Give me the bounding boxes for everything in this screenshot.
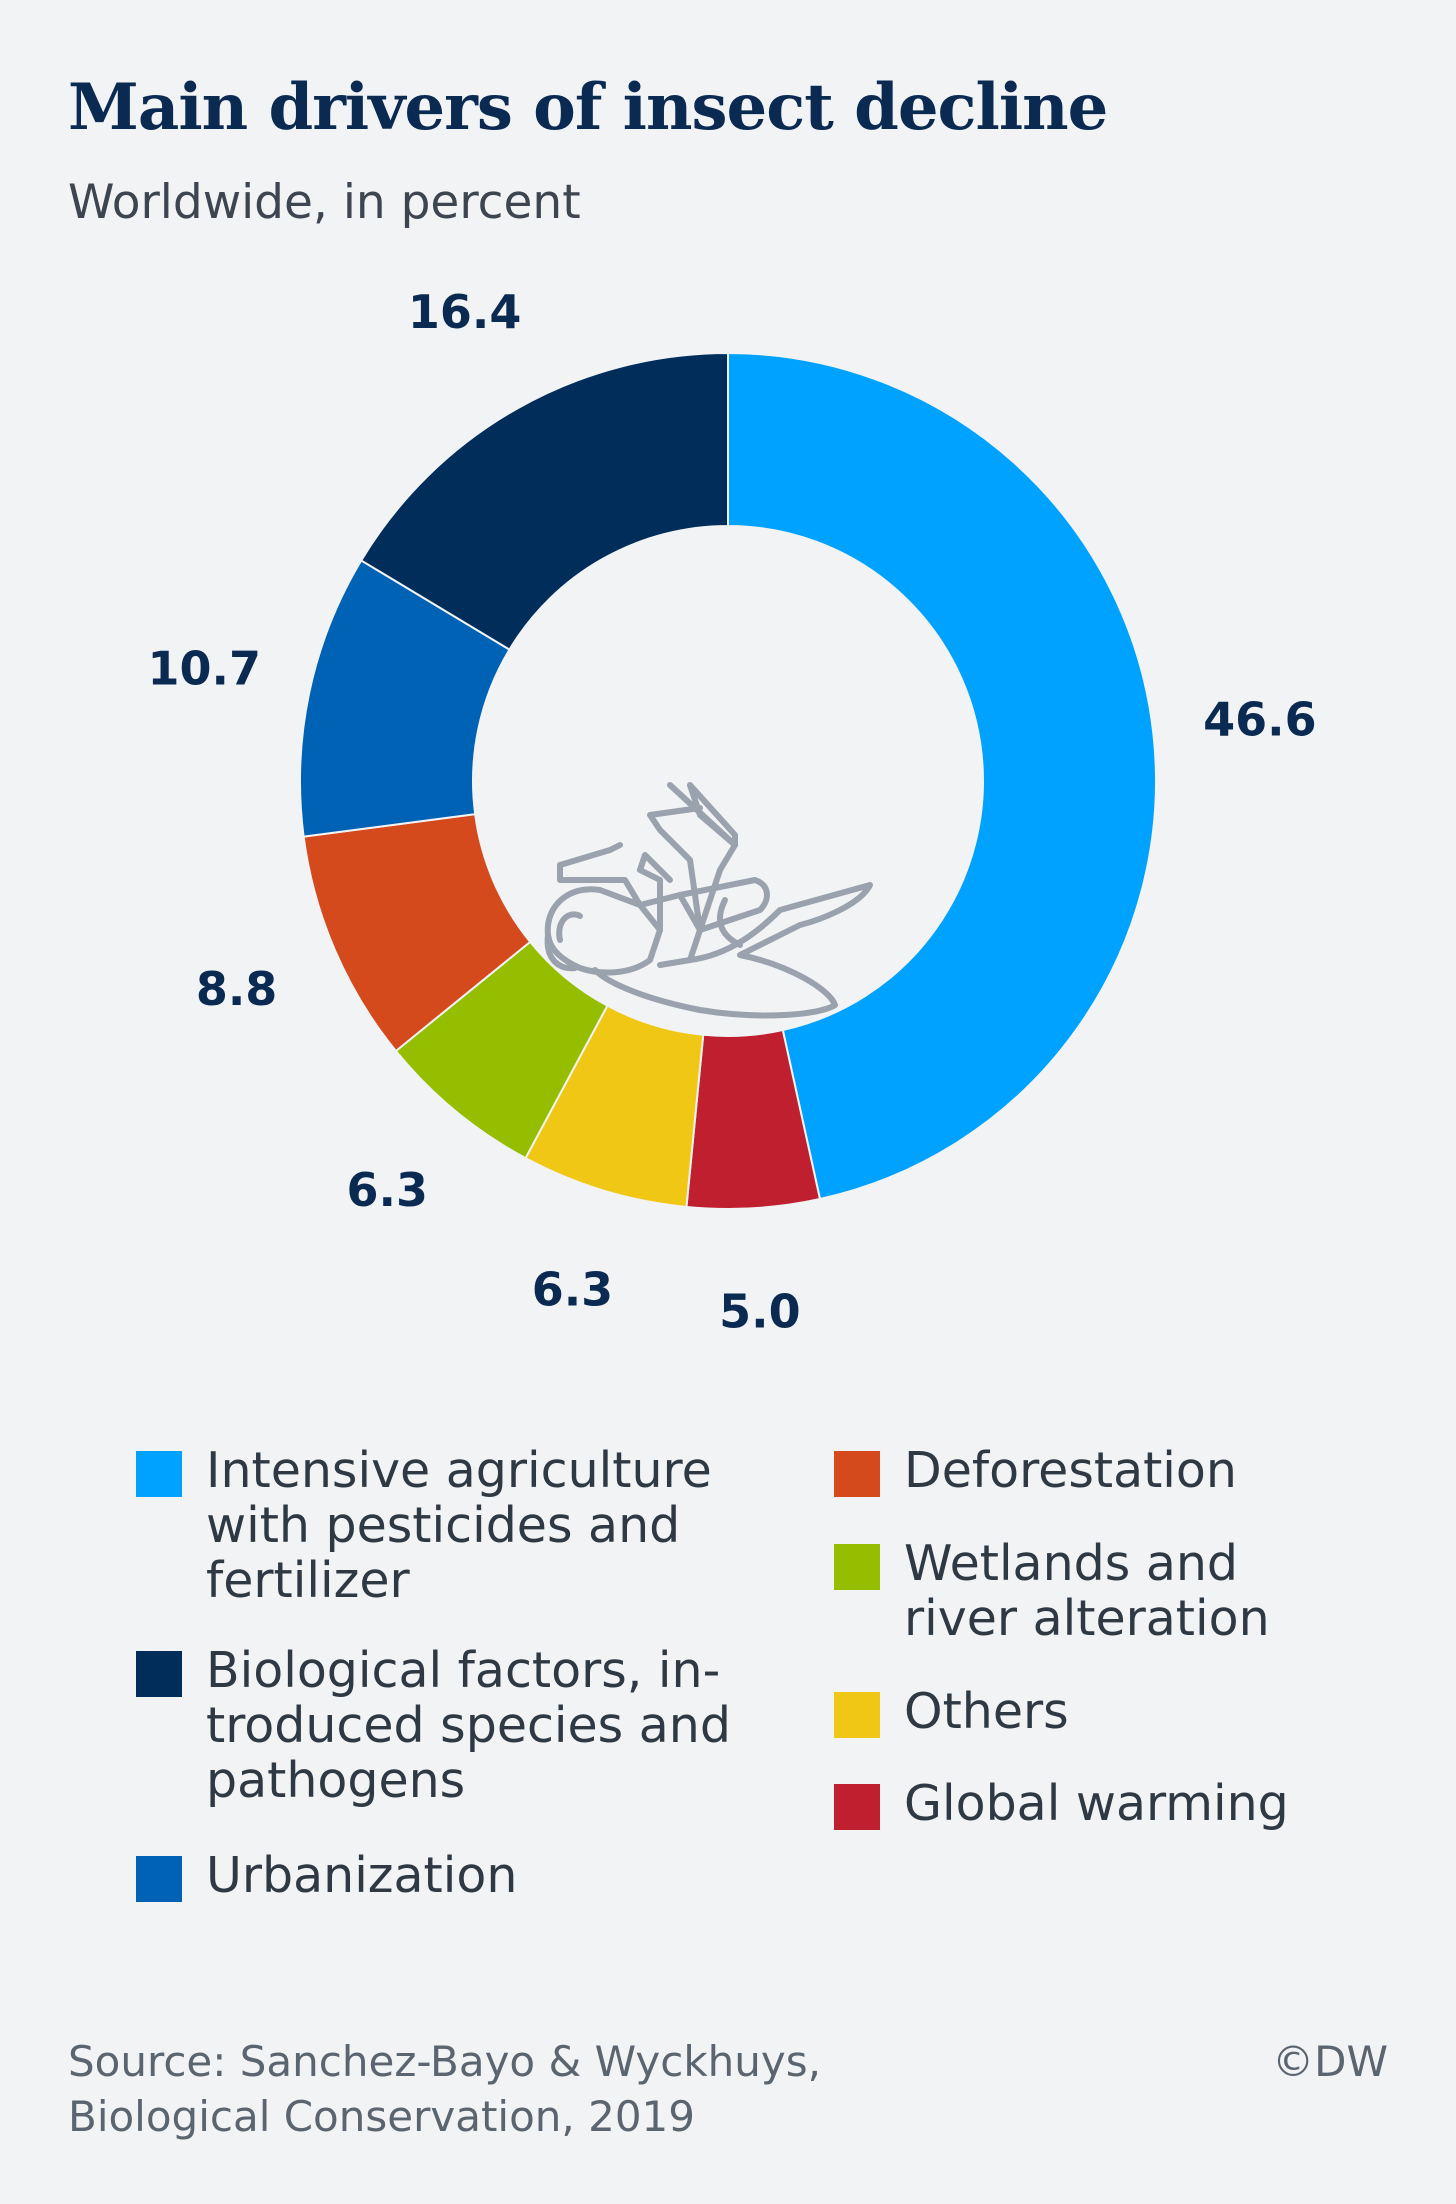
donut-slice (727, 351, 1157, 1201)
legend-item-biological-factors: Biological factors, in- troduced species… (136, 1643, 731, 1808)
dead-insect-icon (544, 782, 873, 1019)
legend-swatch (136, 1651, 182, 1697)
legend-swatch (834, 1451, 880, 1497)
legend-label: Urbanization (206, 1847, 518, 1904)
value-label: 16.4 (408, 285, 522, 339)
donut-slice (359, 351, 729, 651)
legend-label: Intensive agriculture with pesticides an… (206, 1442, 712, 1609)
legend-swatch (834, 1544, 880, 1590)
value-label: 46.6 (1203, 693, 1317, 747)
legend-swatch (136, 1451, 182, 1497)
legend-swatch (834, 1784, 880, 1830)
chart-title: Main drivers of insect decline (68, 70, 1108, 145)
legend-item-global-warming: Global warming (834, 1776, 1289, 1831)
value-label: 8.8 (196, 962, 278, 1016)
legend-label: Biological factors, in- troduced species… (206, 1642, 731, 1809)
chart-subtitle: Worldwide, in percent (68, 175, 581, 230)
value-label: 10.7 (148, 641, 262, 695)
legend-item-deforestation: Deforestation (834, 1443, 1237, 1498)
legend-label: Others (904, 1683, 1069, 1740)
legend-item-others: Others (834, 1684, 1069, 1739)
value-label: 5.0 (719, 1285, 801, 1339)
copyright: ©DW (1272, 2037, 1388, 2086)
legend-label: Deforestation (904, 1442, 1237, 1499)
source-note: Source: Sanchez-Bayo & Wyckhuys, Biologi… (68, 2037, 821, 2141)
legend-item-urbanization: Urbanization (136, 1848, 517, 1903)
donut-chart: 46.6 5.0 6.3 6.3 8.8 10.7 16.4 (148, 285, 1317, 1339)
value-label: 6.3 (532, 1262, 614, 1316)
legend-label: Wetlands and river alteration (904, 1535, 1270, 1647)
legend-label: Global warming (904, 1775, 1289, 1832)
legend-swatch (834, 1692, 880, 1738)
legend-item-intensive-agriculture: Intensive agriculture with pesticides an… (136, 1443, 712, 1608)
legend-swatch (136, 1856, 182, 1902)
value-label: 6.3 (347, 1163, 429, 1217)
legend-item-wetlands: Wetlands and river alteration (834, 1536, 1270, 1646)
